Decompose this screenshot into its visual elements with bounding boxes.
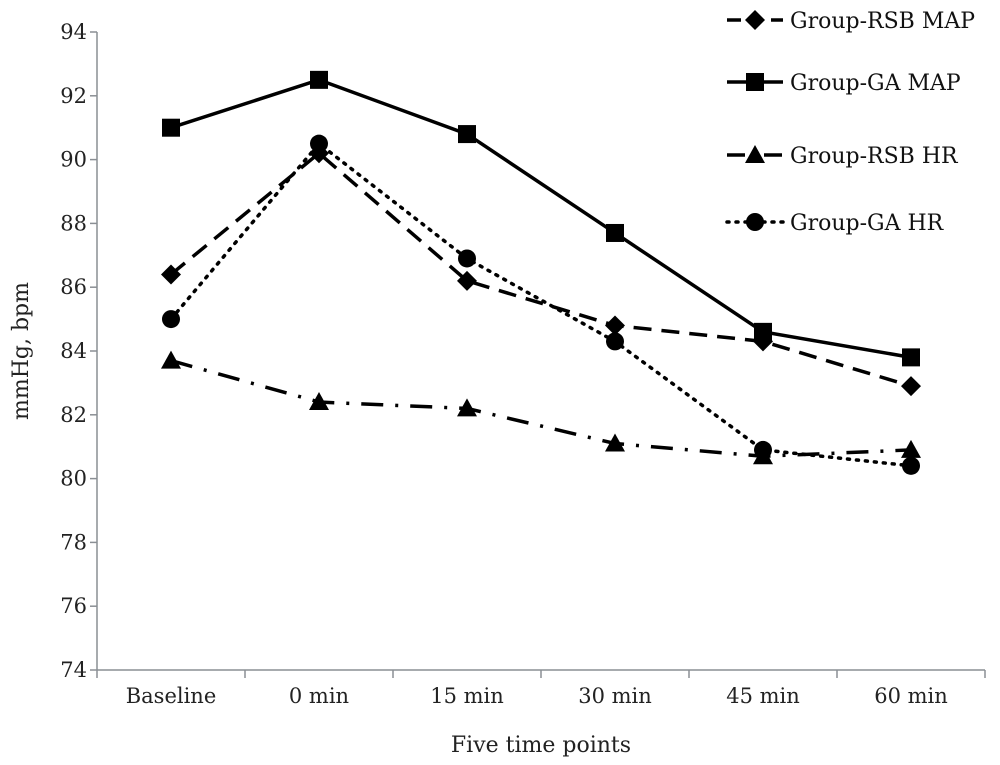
data-point [162, 118, 180, 137]
x-tick-label: 60 min [874, 684, 948, 708]
data-point [606, 332, 624, 351]
series-group-rsb-hr [161, 350, 921, 465]
data-point [901, 376, 921, 397]
data-point [309, 392, 329, 411]
x-tick-label: Baseline [126, 684, 217, 708]
x-axis-title: Five time points [451, 733, 631, 758]
y-tick-label: 74 [60, 658, 87, 682]
y-tick-label: 76 [60, 594, 87, 618]
series-line [170, 358, 912, 459]
data-point [457, 270, 477, 291]
legend-item: Group-GA HR [725, 211, 945, 236]
legend-marker [746, 73, 764, 91]
series-group-ga-hr [162, 134, 920, 475]
data-point [310, 134, 328, 153]
data-point [310, 70, 328, 89]
data-point [902, 348, 920, 367]
data-point [161, 350, 181, 369]
y-tick-label: 92 [60, 84, 87, 108]
y-tick-label: 84 [60, 339, 87, 363]
legend-label: Group-RSB HR [790, 144, 959, 169]
x-tick-label: 45 min [726, 684, 800, 708]
legend-label: Group-GA HR [790, 211, 945, 236]
y-tick-label: 94 [60, 20, 87, 44]
legend-marker [745, 145, 765, 163]
data-point [754, 322, 772, 341]
x-tick-label: 30 min [578, 684, 652, 708]
series-line [169, 141, 913, 468]
axes [96, 32, 985, 671]
y-tick-label: 78 [60, 530, 87, 554]
data-point [754, 440, 772, 459]
x-tick-label: 15 min [430, 684, 504, 708]
series-line [169, 150, 912, 388]
y-tick-label: 82 [60, 403, 87, 427]
legend-marker [745, 10, 765, 30]
legend-label: Group-RSB MAP [790, 9, 975, 34]
data-point [606, 223, 624, 242]
y-tick-label: 90 [60, 148, 87, 172]
legend-label: Group-GA MAP [790, 71, 961, 96]
series-group-rsb-map [161, 143, 921, 397]
data-point [162, 310, 180, 329]
data-point [457, 398, 477, 417]
y-tick-label: 88 [60, 211, 87, 235]
legend-item: Group-RSB HR [727, 144, 959, 169]
data-point [605, 315, 625, 336]
data-point [161, 264, 181, 285]
data-point [458, 125, 476, 144]
series-group-ga-map [162, 70, 920, 367]
x-tick-label: 0 min [289, 684, 349, 708]
data-point [902, 456, 920, 475]
data-point [901, 439, 921, 458]
y-axis-title: mmHg, bpm [9, 282, 34, 420]
data-point [605, 433, 625, 452]
series-line [170, 77, 912, 360]
y-tick-label: 80 [60, 467, 87, 491]
legend-item: Group-GA MAP [727, 71, 961, 96]
y-ticks: 74 76 78 80 82 84 86 88 90 92 94 [60, 20, 97, 682]
legend-marker [746, 213, 764, 231]
x-ticks: Baseline 0 min 15 min 30 min 45 min 60 min [96, 670, 986, 708]
legend: Group-RSB MAP Group-GA MAP Group-RSB HR Gro… [725, 9, 975, 236]
series-group [161, 70, 921, 475]
legend-item: Group-RSB MAP [727, 9, 975, 34]
y-tick-label: 86 [60, 275, 87, 299]
data-point [458, 249, 476, 268]
